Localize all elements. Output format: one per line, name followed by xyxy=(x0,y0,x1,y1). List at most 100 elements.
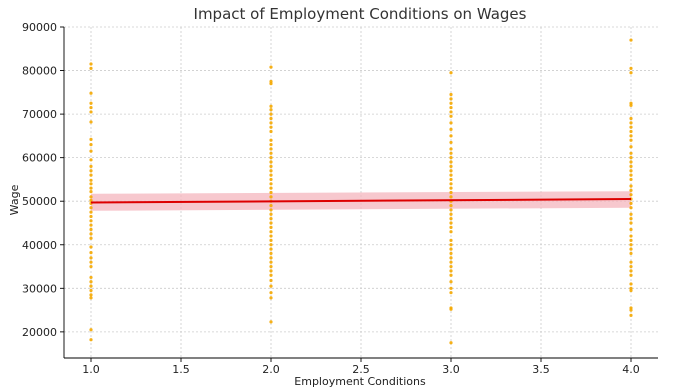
data-point xyxy=(89,251,93,255)
data-points xyxy=(89,38,633,345)
data-point xyxy=(89,62,93,66)
data-point xyxy=(89,223,93,227)
data-point xyxy=(629,66,633,70)
data-point xyxy=(89,280,93,284)
data-point xyxy=(269,273,273,277)
y-tick-label: 70000 xyxy=(22,108,57,121)
data-point xyxy=(449,121,453,125)
data-point xyxy=(269,82,273,86)
data-point xyxy=(269,269,273,273)
data-point xyxy=(629,227,633,232)
data-point xyxy=(269,156,273,160)
data-point xyxy=(629,206,633,210)
data-point xyxy=(269,264,273,269)
data-point xyxy=(269,212,273,216)
data-point xyxy=(269,291,273,295)
data-point xyxy=(449,195,453,199)
data-point xyxy=(269,190,273,195)
data-point xyxy=(629,138,633,142)
data-point xyxy=(89,219,93,223)
data-point xyxy=(89,182,93,186)
data-point xyxy=(89,260,93,264)
data-point xyxy=(89,142,93,147)
data-point xyxy=(629,177,633,182)
data-point xyxy=(89,178,93,182)
data-point xyxy=(89,105,93,110)
data-point xyxy=(89,101,93,105)
data-point xyxy=(449,307,453,311)
data-point xyxy=(269,125,273,129)
data-point xyxy=(269,116,273,121)
data-point xyxy=(89,288,93,293)
data-point xyxy=(269,278,273,283)
data-point xyxy=(269,138,273,142)
data-point xyxy=(449,156,453,160)
data-point xyxy=(89,198,93,202)
data-point xyxy=(629,151,633,155)
data-point xyxy=(89,236,93,240)
data-point xyxy=(89,91,93,95)
data-point xyxy=(89,110,93,114)
data-point xyxy=(89,66,93,70)
data-point xyxy=(449,260,453,264)
data-point xyxy=(269,182,273,186)
data-point xyxy=(269,65,273,69)
data-point xyxy=(449,101,453,105)
data-point xyxy=(629,308,633,312)
data-point xyxy=(449,286,453,290)
data-point xyxy=(449,97,453,101)
data-point xyxy=(629,188,633,192)
data-point xyxy=(89,158,93,162)
data-point xyxy=(89,186,93,190)
data-point xyxy=(449,169,453,173)
data-point xyxy=(89,206,93,210)
data-point xyxy=(269,151,273,155)
data-point xyxy=(449,186,453,190)
data-point xyxy=(449,280,453,284)
data-point xyxy=(89,328,93,332)
data-point xyxy=(449,203,453,208)
data-point xyxy=(89,137,93,141)
data-point xyxy=(629,125,633,129)
data-point xyxy=(89,210,93,214)
data-point xyxy=(449,127,453,131)
data-point xyxy=(269,169,273,173)
data-point xyxy=(89,232,93,236)
data-point xyxy=(269,142,273,147)
data-point xyxy=(269,256,273,260)
data-point xyxy=(89,296,93,300)
data-point xyxy=(629,269,633,273)
x-tick-label: 1.0 xyxy=(82,363,100,376)
data-point xyxy=(629,116,633,121)
data-point xyxy=(449,164,453,168)
data-point xyxy=(269,230,273,234)
data-point xyxy=(629,164,633,168)
data-point xyxy=(449,230,453,234)
data-point xyxy=(269,296,273,300)
data-point xyxy=(269,221,273,225)
data-point xyxy=(629,313,633,317)
y-tick-label: 90000 xyxy=(22,21,57,34)
data-point xyxy=(269,247,273,251)
data-point xyxy=(89,264,93,269)
data-point xyxy=(629,156,633,160)
data-point xyxy=(629,169,633,173)
data-point xyxy=(269,164,273,168)
data-point xyxy=(449,140,453,145)
data-point xyxy=(449,114,453,118)
data-point xyxy=(269,284,273,288)
data-point xyxy=(449,190,453,195)
x-tick-label: 2.0 xyxy=(262,363,280,376)
data-point xyxy=(269,320,273,324)
data-point xyxy=(449,160,453,164)
data-point xyxy=(269,251,273,256)
data-point xyxy=(629,173,633,177)
data-point xyxy=(449,273,453,277)
data-point xyxy=(449,208,453,212)
data-point xyxy=(449,269,453,273)
data-point xyxy=(629,234,633,238)
data-point xyxy=(89,214,93,219)
chart-title: Impact of Employment Conditions on Wages xyxy=(194,5,527,23)
data-point xyxy=(89,245,93,249)
data-point xyxy=(89,164,93,168)
